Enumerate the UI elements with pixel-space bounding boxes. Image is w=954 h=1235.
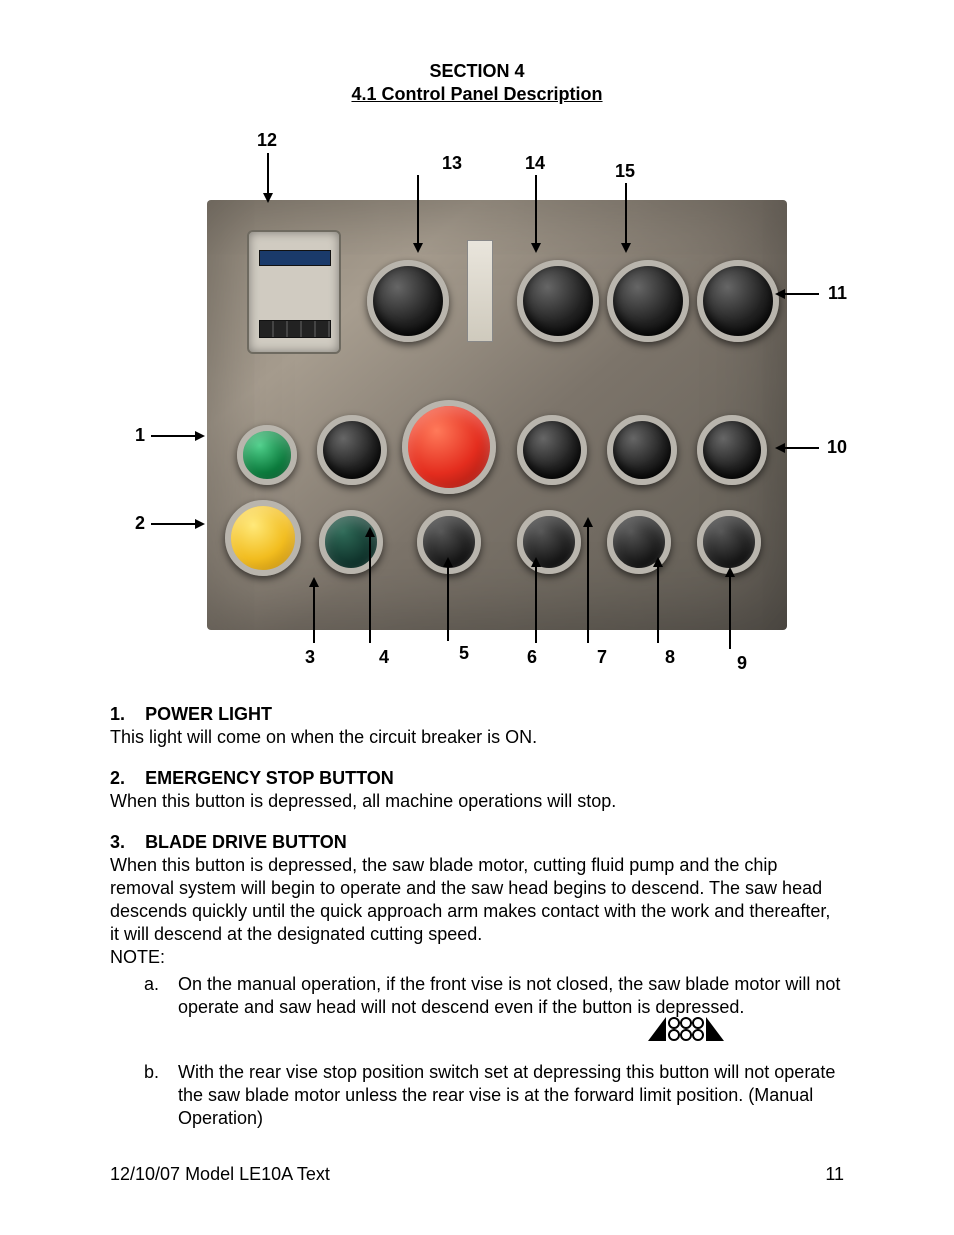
- section-number: SECTION 4: [110, 60, 844, 83]
- knob-15: [607, 260, 689, 342]
- arrow-icon: [653, 557, 663, 567]
- leader: [535, 175, 537, 245]
- leader: [151, 523, 197, 525]
- section-subtitle: 4.1 Control Panel Description: [110, 83, 844, 106]
- footer-page-number: 11: [825, 1164, 844, 1185]
- leader: [587, 525, 589, 643]
- callout-2: 2: [135, 513, 145, 534]
- arrow-icon: [195, 431, 205, 441]
- callout-9: 9: [737, 653, 747, 674]
- selector-4: [317, 415, 387, 485]
- knob-11: [697, 260, 779, 342]
- leader: [447, 565, 449, 641]
- control-panel-figure: 12 13 14 15 11 10 1 2 3 4 5: [117, 125, 837, 685]
- arrow-icon: [531, 557, 541, 567]
- button-9: [697, 510, 761, 574]
- callout-6: 6: [527, 647, 537, 668]
- leader: [657, 565, 659, 643]
- arrow-icon: [621, 243, 631, 253]
- callout-11: 11: [828, 283, 847, 304]
- knob-10: [697, 415, 767, 485]
- item-blade-drive: 3. BLADE DRIVE BUTTON When this button i…: [110, 831, 844, 1130]
- arrow-icon: [443, 557, 453, 567]
- blade-drive-button: [319, 510, 383, 574]
- item-title: EMERGENCY STOP BUTTON: [145, 768, 394, 788]
- item-number: 1.: [110, 704, 125, 724]
- item-number: 3.: [110, 832, 125, 852]
- subitem-text: On the manual operation, if the front vi…: [178, 973, 844, 1049]
- subitem-b: b. With the rear vise stop position swit…: [110, 1061, 844, 1130]
- section-header: SECTION 4 4.1 Control Panel Description: [110, 60, 844, 107]
- arrow-icon: [195, 519, 205, 529]
- arrow-icon: [413, 243, 423, 253]
- description-list: 1. POWER LIGHT This light will come on w…: [110, 703, 844, 1131]
- leader: [783, 293, 819, 295]
- leader: [729, 575, 731, 649]
- subitem-marker: a.: [110, 973, 178, 1049]
- leader: [625, 183, 627, 245]
- subitem-marker: b.: [110, 1061, 178, 1130]
- item-title: BLADE DRIVE BUTTON: [145, 832, 347, 852]
- arrow-icon: [309, 577, 319, 587]
- callout-3: 3: [305, 647, 315, 668]
- leader: [783, 447, 819, 449]
- leader: [151, 435, 197, 437]
- item-text: When this button is depressed, the saw b…: [110, 854, 844, 946]
- note-label: NOTE:: [110, 946, 844, 969]
- leader: [417, 175, 419, 245]
- callout-14: 14: [525, 153, 545, 174]
- switch-position-icon: [648, 1015, 724, 1049]
- callout-15: 15: [615, 161, 635, 182]
- arrow-icon: [263, 193, 273, 203]
- arrow-icon: [583, 517, 593, 527]
- leader: [313, 585, 315, 643]
- leader: [267, 153, 269, 195]
- callout-12: 12: [257, 130, 277, 151]
- power-light: [237, 425, 297, 485]
- arrow-icon: [365, 527, 375, 537]
- subitem-list: a. On the manual operation, if the front…: [110, 973, 844, 1130]
- item-number: 2.: [110, 768, 125, 788]
- arrow-icon: [531, 243, 541, 253]
- item-text: This light will come on when the circuit…: [110, 726, 844, 749]
- counter-display: [247, 230, 341, 354]
- item-title: POWER LIGHT: [145, 704, 272, 724]
- leader: [535, 565, 537, 643]
- callout-1: 1: [135, 425, 145, 446]
- callout-5: 5: [459, 643, 469, 664]
- indicator-strip: [467, 240, 493, 342]
- page-footer: 12/10/07 Model LE10A Text 11: [110, 1164, 844, 1185]
- knob-8-top: [607, 415, 677, 485]
- callout-13: 13: [442, 153, 462, 174]
- stop-mushroom: [402, 400, 496, 494]
- arrow-icon: [775, 289, 785, 299]
- knob-13: [367, 260, 449, 342]
- callout-4: 4: [379, 647, 389, 668]
- subitem-a: a. On the manual operation, if the front…: [110, 973, 844, 1049]
- item-text: When this button is depressed, all machi…: [110, 790, 844, 813]
- knob-14: [517, 260, 599, 342]
- arrow-icon: [775, 443, 785, 453]
- emergency-stop-button: [225, 500, 301, 576]
- callout-7: 7: [597, 647, 607, 668]
- item-power-light: 1. POWER LIGHT This light will come on w…: [110, 703, 844, 749]
- footer-left: 12/10/07 Model LE10A Text: [110, 1164, 330, 1185]
- button-6: [517, 510, 581, 574]
- callout-10: 10: [827, 437, 847, 458]
- subitem-text: With the rear vise stop position switch …: [178, 1061, 844, 1130]
- leader: [369, 535, 371, 643]
- item-emergency-stop: 2. EMERGENCY STOP BUTTON When this butto…: [110, 767, 844, 813]
- knob-7: [517, 415, 587, 485]
- callout-8: 8: [665, 647, 675, 668]
- panel-photo: [207, 200, 787, 630]
- arrow-icon: [725, 567, 735, 577]
